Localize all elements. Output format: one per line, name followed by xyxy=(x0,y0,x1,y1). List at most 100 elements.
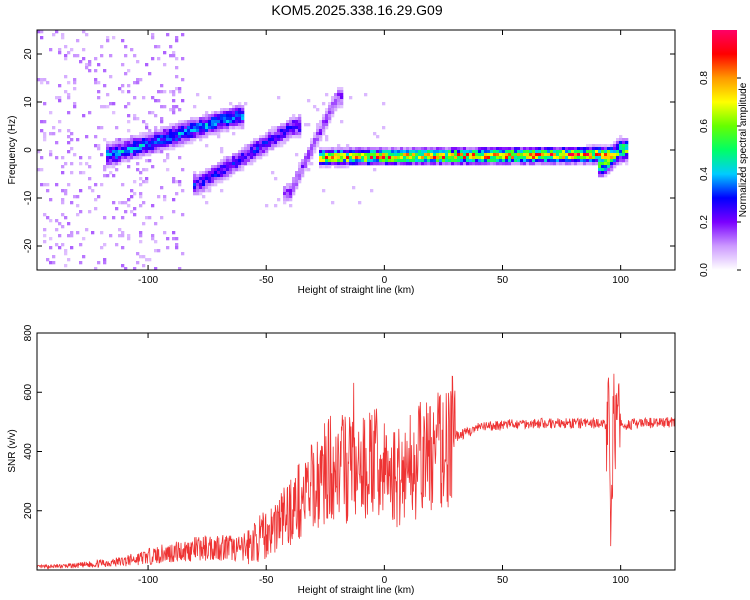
spectrogram-cell xyxy=(412,162,416,166)
spectrogram-cell xyxy=(475,147,479,151)
spectrogram-cell xyxy=(271,144,275,148)
spectrogram-cell xyxy=(211,171,215,175)
spectrogram-cell xyxy=(82,255,86,259)
spectrogram-cell xyxy=(115,147,119,151)
spectrogram-cell xyxy=(232,165,236,169)
spectrogram-cell xyxy=(460,153,464,157)
spectrogram-cell xyxy=(241,108,245,112)
spectrogram-cell xyxy=(340,102,344,106)
spectrogram-cell xyxy=(193,183,197,187)
spectrogram-cell xyxy=(142,180,146,184)
spectrogram-cell xyxy=(349,159,353,163)
spectrogram-cell xyxy=(346,150,350,154)
spectrogram-cell xyxy=(286,129,290,133)
spectrogram-cell xyxy=(520,156,524,160)
x-tick-label: -100 xyxy=(138,275,158,286)
spectrogram-cell xyxy=(292,180,296,184)
spectrogram-cell xyxy=(373,162,377,166)
spectrogram-cell xyxy=(613,144,617,148)
spectrogram-cell xyxy=(601,165,605,169)
spectrogram-cell xyxy=(142,168,146,172)
x-tick-label: 50 xyxy=(497,575,509,586)
spectrogram-cell xyxy=(253,159,257,163)
spectrogram-cell xyxy=(370,159,374,163)
spectrogram-cell xyxy=(472,147,476,151)
spectrogram-cell xyxy=(172,180,176,184)
spectrogram-cell xyxy=(76,213,80,217)
spectrogram-cell xyxy=(145,258,149,262)
spectrogram-cell xyxy=(505,150,509,154)
spectrogram-cell xyxy=(373,147,377,151)
spectrogram-cell xyxy=(547,156,551,160)
spectrogram-cell xyxy=(340,105,344,109)
spectrogram-cell xyxy=(196,180,200,184)
spectrogram-cell xyxy=(613,156,617,160)
spectrogram-cell xyxy=(598,147,602,151)
spectrogram-cell xyxy=(238,156,242,160)
spectrogram-cell xyxy=(253,153,257,157)
spectrogram-cell xyxy=(298,165,302,169)
spectrogram-cell xyxy=(319,147,323,151)
y-tick-label: 20 xyxy=(23,48,34,60)
spectrogram-cell xyxy=(385,153,389,157)
spectrogram-cell xyxy=(178,141,182,145)
spectrogram-cell xyxy=(331,147,335,151)
spectrogram-cell xyxy=(166,153,170,157)
spectrogram-cell xyxy=(388,162,392,166)
spectrogram-cell xyxy=(139,156,143,160)
spectrogram-cell xyxy=(358,156,362,160)
spectrogram-cell xyxy=(151,96,155,100)
spectrogram-cell xyxy=(181,99,185,103)
spectrogram-cell xyxy=(286,189,290,193)
spectrogram-cell xyxy=(487,147,491,151)
spectrogram-cell xyxy=(40,120,44,124)
spectrogram-cell xyxy=(280,129,284,133)
spectrogram-cell xyxy=(142,144,146,148)
spectrogram-cell xyxy=(541,147,545,151)
spectrogram-cell xyxy=(139,204,143,208)
spectrogram-cell xyxy=(439,153,443,157)
spectrogram-cell xyxy=(121,264,125,268)
spectrogram-cell xyxy=(319,165,323,169)
spectrogram-cell xyxy=(106,144,110,148)
spectrogram-cell xyxy=(301,171,305,175)
spectrogram-cell xyxy=(490,153,494,157)
spectrogram-cell xyxy=(460,147,464,151)
spectrogram-cell xyxy=(316,135,320,139)
spectrogram-cell xyxy=(223,156,227,160)
spectrogram-cell xyxy=(67,96,71,100)
spectrogram-cell xyxy=(133,81,137,85)
spectrogram-cell xyxy=(178,156,182,160)
spectrogram-cell xyxy=(103,168,107,172)
spectrogram-cell xyxy=(571,162,575,166)
spectrogram-cell xyxy=(352,186,356,190)
y-tick-label: 600 xyxy=(23,383,34,400)
spectrogram-cell xyxy=(430,150,434,154)
spectrogram-cell xyxy=(355,147,359,151)
spectrogram-cell xyxy=(274,144,278,148)
spectrogram-cell xyxy=(325,165,329,169)
spectrogram-cell xyxy=(76,231,80,235)
spectrogram-cell xyxy=(574,153,578,157)
spectrogram-cell xyxy=(619,156,623,160)
spectrogram-cell xyxy=(196,189,200,193)
spectrogram-cell xyxy=(130,147,134,151)
spectrogram-cell xyxy=(523,156,527,160)
spectrogram-cell xyxy=(184,141,188,145)
spectrogram-cell xyxy=(496,159,500,163)
spectrogram-cell xyxy=(376,135,380,139)
spectrogram-cell xyxy=(379,156,383,160)
spectrogram-cell xyxy=(613,159,617,163)
spectrogram-cell xyxy=(106,147,110,151)
spectrogram-cell xyxy=(160,84,164,88)
snr-x-label: Height of straight line (km) xyxy=(298,585,415,596)
spectrogram-cell xyxy=(298,177,302,181)
spectrogram-cell xyxy=(106,162,110,166)
spectrogram-cell xyxy=(283,198,287,202)
spectrogram-cell xyxy=(67,183,71,187)
spectrogram-cell xyxy=(67,150,71,154)
spectrogram-cell xyxy=(601,174,605,178)
spectrogram-cell xyxy=(292,132,296,136)
spectrogram-cell xyxy=(112,141,116,145)
spectrogram-cell xyxy=(415,147,419,151)
